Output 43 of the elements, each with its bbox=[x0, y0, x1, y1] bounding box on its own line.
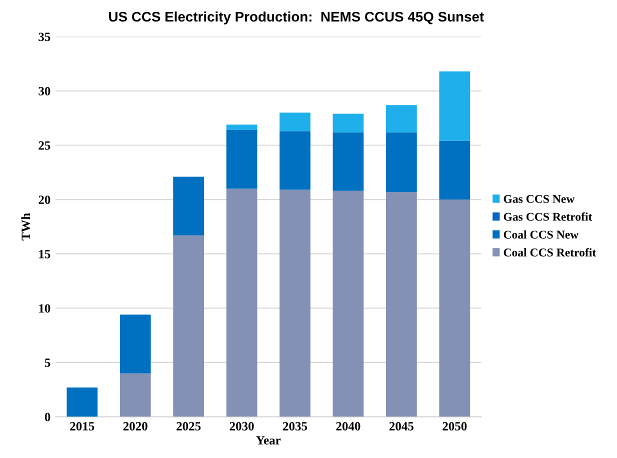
y-tick-label: 5 bbox=[44, 358, 50, 367]
y-tick-label: 20 bbox=[38, 196, 50, 204]
legend-label: Gas CCS Retrofit bbox=[504, 212, 592, 221]
bar bbox=[173, 235, 204, 417]
bar bbox=[280, 190, 310, 417]
bar bbox=[66, 387, 98, 417]
x-tick-label: 2040 bbox=[336, 422, 360, 430]
bar bbox=[439, 200, 470, 417]
bar bbox=[226, 130, 258, 189]
bar bbox=[386, 132, 417, 192]
x-axis-title: Year bbox=[256, 436, 281, 445]
bar bbox=[386, 105, 417, 132]
bar bbox=[120, 373, 151, 417]
bar bbox=[226, 188, 258, 417]
y-tick-label: 25 bbox=[38, 141, 50, 150]
x-tick-label: 2035 bbox=[283, 422, 308, 430]
x-tick-label: 2030 bbox=[230, 422, 254, 430]
bar bbox=[332, 132, 364, 191]
bar bbox=[439, 140, 470, 200]
bar bbox=[226, 124, 258, 130]
x-tick-label: 2015 bbox=[70, 422, 94, 430]
legend-label: Coal CCS New bbox=[504, 230, 579, 239]
y-tick-label: 30 bbox=[38, 86, 50, 96]
bar bbox=[280, 112, 310, 132]
bar bbox=[439, 71, 470, 141]
y-tick-label: 10 bbox=[39, 304, 50, 313]
legend-label: Coal CCS Retrofit bbox=[504, 248, 596, 256]
bar bbox=[386, 192, 417, 417]
y-tick-label: 0 bbox=[44, 412, 50, 422]
bar bbox=[332, 114, 364, 132]
y-axis-title: TWh bbox=[21, 213, 30, 240]
x-tick-label: 2050 bbox=[442, 422, 467, 430]
y-tick-label: 35 bbox=[38, 32, 50, 42]
legend-label: Gas CCS New bbox=[504, 194, 575, 203]
y-tick-label: 15 bbox=[39, 250, 50, 258]
bar bbox=[332, 190, 364, 417]
bar bbox=[120, 314, 151, 374]
bar bbox=[280, 131, 310, 190]
bar bbox=[173, 176, 204, 236]
x-tick-label: 2025 bbox=[176, 422, 201, 430]
x-tick-label: 2045 bbox=[389, 422, 414, 430]
chart-title: US CCS Electricity Production: NEMS CCUS 45Q Sunset bbox=[109, 11, 484, 24]
x-tick-label: 2020 bbox=[123, 422, 148, 430]
